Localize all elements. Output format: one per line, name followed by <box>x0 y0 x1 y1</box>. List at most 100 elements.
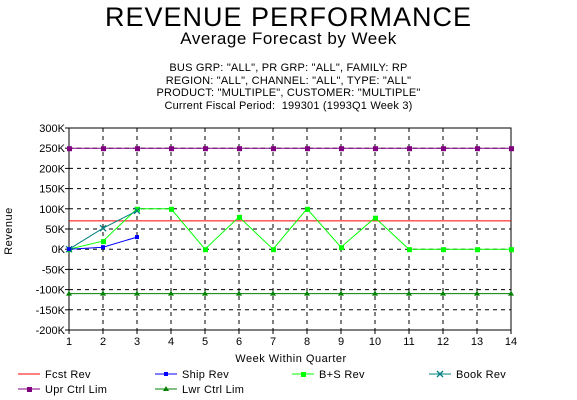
data-point <box>67 146 72 152</box>
filter-line-1: BUS GRP: "ALL", PR GRP: "ALL", FAMILY: R… <box>169 62 408 74</box>
legend-marker <box>301 372 306 377</box>
data-point <box>373 146 378 152</box>
data-point <box>475 247 480 253</box>
data-point <box>133 207 141 215</box>
data-point <box>134 290 140 296</box>
x-tick-label: 10 <box>369 336 381 348</box>
data-point <box>237 214 242 220</box>
data-point <box>135 206 140 212</box>
legend-label: Fcst Rev <box>45 369 91 381</box>
data-point <box>509 146 514 152</box>
legend-item: B+S Rev <box>292 369 365 381</box>
data-point <box>407 146 412 152</box>
legend-label: Lwr Ctrl Lim <box>182 384 244 396</box>
chart-subtitle: Average Forecast by Week <box>180 29 397 48</box>
legend-label: Ship Rev <box>182 369 229 381</box>
x-tick-label: 5 <box>202 336 208 348</box>
data-point <box>101 146 106 152</box>
data-point <box>373 215 378 221</box>
legend-item: Fcst Rev <box>18 369 91 381</box>
data-point <box>441 146 446 152</box>
series-line <box>68 208 511 250</box>
x-tick-label: 7 <box>270 336 276 348</box>
data-point <box>168 290 174 296</box>
data-point <box>135 235 139 240</box>
y-tick-label: -150K <box>36 305 66 317</box>
legend-item: Lwr Ctrl Lim <box>155 384 244 396</box>
data-point <box>407 247 412 253</box>
data-point <box>100 290 106 296</box>
data-point <box>99 224 107 232</box>
y-tick-label: 250K <box>39 143 65 155</box>
data-point <box>339 146 344 152</box>
x-tick-label: 2 <box>100 336 106 348</box>
legend-label: B+S Rev <box>319 369 365 381</box>
y-tick-label: 200K <box>39 163 65 175</box>
x-tick-label: 3 <box>134 336 140 348</box>
y-tick-label: 0K <box>52 244 66 256</box>
data-point <box>236 290 242 296</box>
data-point <box>304 290 310 296</box>
legend-label: Book Rev <box>456 369 506 381</box>
data-point <box>101 245 105 250</box>
legend-item: Ship Rev <box>155 369 229 381</box>
data-point <box>67 247 71 252</box>
legend-item: Upr Ctrl Lim <box>18 384 107 396</box>
data-point <box>270 290 276 296</box>
y-axis-label: Revenue <box>3 207 15 255</box>
x-tick-label: 11 <box>403 336 414 348</box>
x-tick-label: 14 <box>505 336 517 348</box>
filter-info: BUS GRP: "ALL", PR GRP: "ALL", FAMILY: R… <box>0 62 577 112</box>
legend-marker <box>164 372 168 376</box>
chart-title: REVENUE PERFORMANCE <box>104 2 473 32</box>
data-point <box>305 146 310 152</box>
data-point <box>441 247 446 253</box>
data-point <box>169 146 174 152</box>
data-point <box>66 290 72 296</box>
data-point <box>440 290 446 296</box>
filter-line-2: REGION: "ALL", CHANNEL: "ALL", TYPE: "AL… <box>165 74 412 87</box>
y-tick-label: -100K <box>36 285 66 297</box>
data-point <box>237 146 242 152</box>
x-tick-label: 1 <box>66 336 72 348</box>
data-point <box>372 290 378 296</box>
data-point <box>475 146 480 152</box>
data-point <box>101 239 106 245</box>
data-point <box>509 247 514 253</box>
data-point <box>339 245 344 251</box>
series-lwr-ctrl-lim <box>66 290 514 296</box>
x-tick-label: 6 <box>236 336 242 348</box>
data-point <box>508 290 514 296</box>
x-tick-label: 4 <box>168 336 174 348</box>
x-axis-label: Week Within Quarter <box>235 353 346 365</box>
legend-item: Book Rev <box>429 369 506 381</box>
data-point <box>169 206 174 212</box>
data-point <box>305 206 310 212</box>
data-point <box>202 290 208 296</box>
series-ship-rev <box>67 235 139 252</box>
legend-marker <box>163 386 169 391</box>
filter-line-4: Current Fiscal Period: 199301 (1993Q1 We… <box>164 99 413 112</box>
y-tick-label: 50K <box>45 224 65 236</box>
series-upr-ctrl-lim <box>67 146 514 152</box>
y-tick-label: -50K <box>42 264 66 276</box>
x-tick-label: 9 <box>338 336 344 348</box>
x-tick-label: 12 <box>437 336 449 348</box>
x-tick-label: 13 <box>471 336 483 348</box>
x-tick-label: 8 <box>304 336 310 348</box>
filter-line-3: PRODUCT: "MULTIPLE", CUSTOMER: "MULTIPLE… <box>156 87 421 99</box>
data-point <box>203 146 208 152</box>
data-point <box>474 290 480 296</box>
data-point <box>203 247 208 253</box>
data-point <box>338 290 344 296</box>
data-point <box>271 146 276 152</box>
data-point <box>271 247 276 253</box>
y-tick-label: 300K <box>39 123 65 135</box>
legend-marker <box>27 387 32 392</box>
legend-label: Upr Ctrl Lim <box>45 384 107 396</box>
data-point <box>406 290 412 296</box>
data-point <box>135 146 140 152</box>
y-tick-label: 150K <box>39 184 65 196</box>
